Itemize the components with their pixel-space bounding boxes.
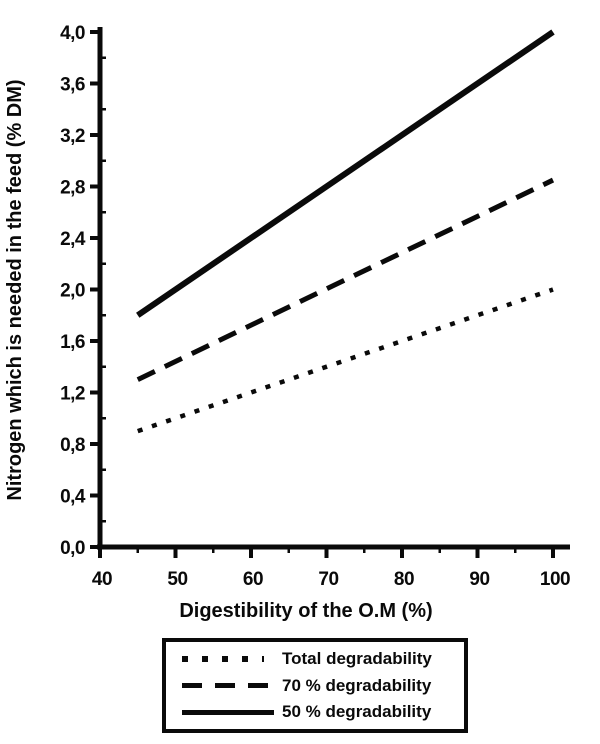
series-line-dotted <box>137 287 554 434</box>
plot-area: 0,0 0,4 0,8 1,2 1,6 2,0 2,4 2,8 3,2 3,6 4,0 40 50 60 7… <box>60 23 571 590</box>
y-tick-label: 3,6 <box>60 75 85 96</box>
x-tick-label: 80 <box>394 569 414 590</box>
y-tick-label: 2,8 <box>60 178 85 199</box>
x-tick-label: 40 <box>92 569 112 590</box>
dashed-line-swatch-icon <box>182 683 274 688</box>
y-tick-label: 1,2 <box>60 384 85 405</box>
y-tick-label: 0,4 <box>60 487 86 508</box>
series-line-solid <box>136 29 555 318</box>
legend-item-label: 50 % degradability <box>282 702 432 722</box>
chart-legend: Total degradability 70 % degradability 5… <box>162 638 468 733</box>
x-tick-label: 90 <box>469 569 489 590</box>
series-line-dashed <box>136 177 555 382</box>
dotted-line-swatch-icon <box>182 655 264 662</box>
y-tick-label: 4,0 <box>60 23 85 44</box>
x-tick-label: 100 <box>540 569 570 590</box>
y-axis-title: Nitrogen which is needed in the feed (% … <box>4 79 26 500</box>
x-tick-label: 60 <box>243 569 263 590</box>
legend-item: 70 % degradability <box>182 673 456 699</box>
y-tick-label: 3,2 <box>60 126 85 147</box>
y-tick-label: 2,0 <box>60 281 85 302</box>
y-tick-label: 0,0 <box>60 538 85 559</box>
legend-item: Total degradability <box>182 646 456 672</box>
y-tick-label: 2,4 <box>60 229 86 250</box>
legend-item: 50 % degradability <box>182 699 456 725</box>
solid-line-swatch-icon <box>182 709 274 715</box>
line-chart: 0,0 0,4 0,8 1,2 1,6 2,0 2,4 2,8 3,2 3,6 4,0 40 50 60 7… <box>4 23 571 622</box>
legend-item-label: Total degradability <box>282 648 432 668</box>
x-axis-title: Digestibility of the O.M (%) <box>179 600 432 622</box>
legend-item-label: 70 % degradability <box>282 675 432 695</box>
x-tick-label: 50 <box>167 569 187 590</box>
y-tick-label: 1,6 <box>60 332 85 353</box>
x-tick-label: 70 <box>318 569 338 590</box>
y-tick-label: 0,8 <box>60 435 85 456</box>
